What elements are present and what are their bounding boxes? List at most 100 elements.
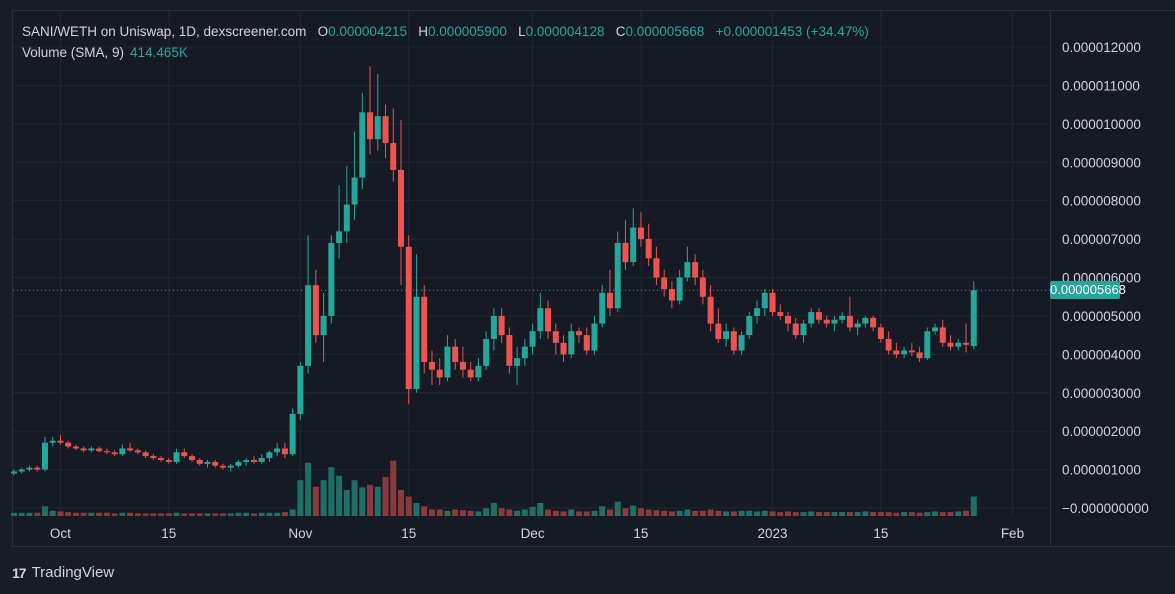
volume-bar [761, 510, 768, 516]
volume-bar [552, 510, 559, 516]
volume-bar [258, 512, 265, 516]
volume-bar [351, 480, 358, 516]
candle-body [885, 338, 892, 351]
tradingview-brand[interactable]: 17 TradingView [12, 564, 114, 581]
candle-body [568, 331, 575, 355]
change-value: +0.000001453 (+34.47%) [715, 24, 869, 39]
volume-bar [320, 480, 327, 516]
candle-body [606, 292, 613, 309]
volume-bar [606, 509, 613, 516]
candle-body [150, 456, 157, 459]
volume-bar [475, 511, 482, 516]
x-tick-label: Oct [50, 526, 71, 541]
ohlc-legend: SANI/WETH on Uniswap, 1D, dexscreener.co… [22, 24, 869, 39]
y-tick-label: 0.000008000 [1062, 194, 1141, 209]
candle-body [599, 292, 606, 324]
volume-bar [18, 512, 25, 516]
volume-bar [173, 512, 180, 516]
candle-body [398, 169, 404, 247]
volume-bar [668, 511, 675, 516]
volume-bar [498, 508, 505, 516]
volume-bar [684, 509, 691, 516]
volume-bar [444, 510, 451, 516]
candle-body [49, 440, 56, 443]
candle-body [576, 331, 583, 336]
candle-body [955, 342, 962, 347]
y-tick-label: 0.000011000 [1062, 78, 1140, 93]
x-tick-label: 15 [161, 526, 176, 541]
candle-body [119, 448, 126, 455]
volume-bar [924, 512, 931, 516]
candle-body [521, 346, 528, 359]
volume-bar [877, 512, 884, 516]
volume-bar [41, 506, 48, 516]
candle-body [862, 317, 869, 324]
candle-body [96, 448, 103, 452]
candle-body [583, 335, 590, 351]
volume-bar [808, 511, 815, 516]
volume-bar [862, 511, 869, 516]
candle-body [754, 308, 761, 316]
candle-body [413, 296, 420, 389]
volume-bar [916, 512, 923, 516]
candle-body [769, 292, 776, 313]
volume-bar [72, 512, 79, 516]
volume-bar [382, 477, 389, 516]
volume-bar [181, 513, 188, 516]
volume-bar [88, 512, 95, 516]
volume-bar [289, 509, 296, 516]
candle-body [328, 242, 335, 316]
volume-bar [599, 506, 606, 516]
volume-bar [754, 511, 761, 516]
candle-body [18, 469, 25, 472]
candle-body [730, 331, 737, 351]
volume-bar [506, 509, 513, 516]
volume-bar [367, 484, 374, 516]
candle-body [421, 296, 428, 363]
volume-bar [11, 512, 17, 516]
x-tick-label: Feb [1001, 526, 1024, 541]
volume-bar [676, 510, 683, 516]
volume-bar [614, 501, 621, 516]
candle-body [537, 308, 544, 332]
candle-body [281, 448, 288, 455]
volume-bar [204, 513, 211, 516]
volume-bar [266, 512, 273, 516]
candle-body [591, 323, 598, 351]
candle-body [26, 467, 33, 470]
candle-body [452, 346, 459, 363]
candle-body [436, 369, 443, 378]
volume-bar [537, 503, 544, 516]
chart-frame[interactable] [12, 10, 1051, 547]
candle-body [34, 467, 41, 470]
close-label: C [615, 24, 626, 39]
tradingview-logo-icon: 17 [12, 564, 27, 581]
candle-body [877, 327, 884, 339]
candle-body [901, 350, 908, 355]
y-tick-label: 0.000010000 [1062, 117, 1141, 132]
candle-body [111, 452, 118, 455]
candle-body [761, 292, 768, 309]
candle-body [11, 471, 17, 474]
volume-bar [939, 512, 946, 516]
candle-body [127, 448, 134, 451]
volume-bar [374, 486, 381, 516]
candle-body [490, 315, 497, 339]
candle-body [289, 413, 296, 455]
candle-body [88, 448, 95, 451]
candle-body [336, 231, 343, 243]
open-label: O [317, 24, 329, 39]
volume-bar [545, 509, 552, 516]
volume-bar [219, 513, 226, 516]
volume-bar [343, 490, 350, 516]
candle-body [831, 319, 838, 324]
volume-bar [568, 509, 575, 516]
candle-body [165, 459, 172, 462]
volume-bar [746, 510, 753, 516]
price-axis-panel[interactable] [1051, 10, 1175, 547]
brand-name: TradingView [31, 564, 115, 581]
volume-bar [785, 511, 791, 516]
volume-bar [165, 513, 172, 516]
open-value: 0.000004215 [328, 24, 407, 39]
